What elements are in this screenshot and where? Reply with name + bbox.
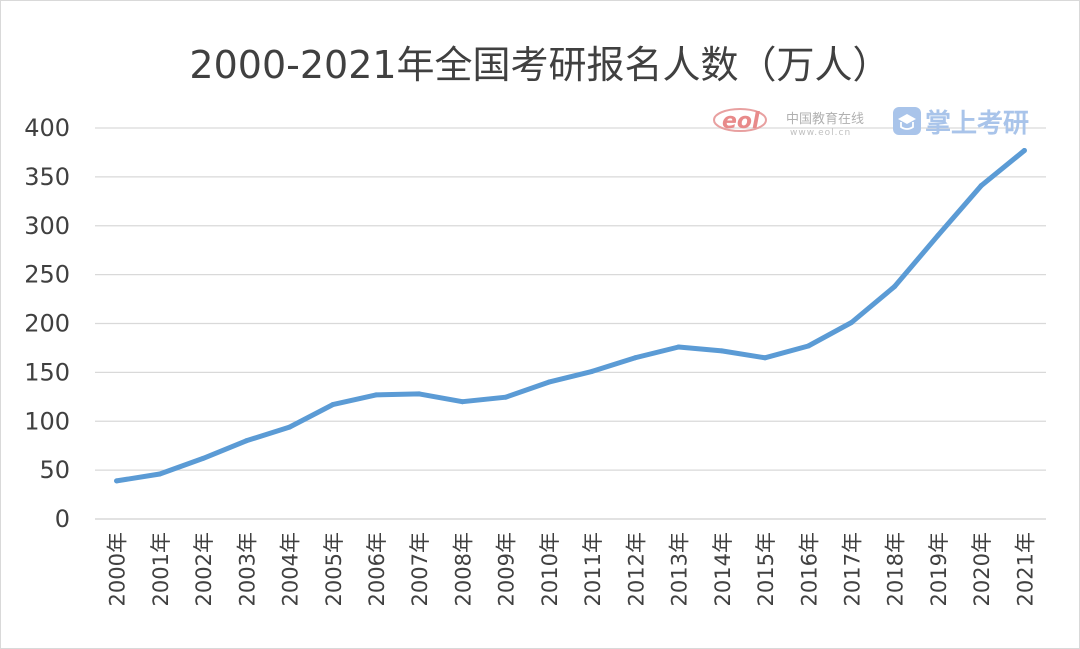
- data-point: [546, 379, 552, 385]
- data-point: [243, 438, 249, 444]
- y-tick-label: 150: [24, 358, 70, 386]
- eol-logo: eol: [713, 108, 767, 134]
- y-tick-label: 400: [24, 114, 70, 142]
- series-line-group: [114, 147, 1027, 484]
- data-point: [1021, 147, 1027, 153]
- x-tick-label: 2020年: [970, 532, 994, 606]
- x-tick-label: 2006年: [365, 532, 389, 606]
- x-tick-label: 2021年: [1013, 532, 1037, 606]
- data-point: [805, 343, 811, 349]
- x-tick-label: 2002年: [192, 532, 216, 606]
- data-point: [892, 283, 898, 289]
- data-point: [978, 183, 984, 189]
- data-point: [762, 355, 768, 361]
- y-tick-label: 100: [24, 407, 70, 435]
- x-tick-label: 2011年: [581, 532, 605, 606]
- data-point: [373, 392, 379, 398]
- x-tick-label: 2010年: [538, 532, 562, 606]
- x-axis-labels: 2000年 2001年 2002年 2003年 2004年 2005年 2006年 2007年…: [106, 532, 1038, 606]
- x-tick-label: 2018年: [884, 532, 908, 606]
- y-tick-label: 350: [24, 163, 70, 191]
- x-tick-label: 2019年: [927, 532, 951, 606]
- site-name: 中国教育在线: [786, 111, 864, 127]
- data-point: [416, 391, 422, 397]
- x-tick-label: 2004年: [279, 532, 303, 606]
- x-tick-label: 2005年: [322, 532, 346, 606]
- x-tick-label: 2014年: [711, 532, 735, 606]
- gridlines: [95, 127, 1046, 520]
- y-tick-label: 250: [24, 261, 70, 289]
- watermark: eol 中国教育在线 www.eol.cn 掌上考研: [713, 107, 1029, 139]
- data-point: [848, 320, 854, 326]
- y-axis-labels: 0 50 100 150 200 250 300 350 400: [24, 114, 70, 533]
- x-tick-label: 2001年: [149, 532, 173, 606]
- data-point: [157, 471, 163, 477]
- x-tick-label: 2015年: [754, 532, 778, 606]
- data-point: [589, 368, 595, 374]
- x-tick-label: 2007年: [408, 532, 432, 606]
- y-tick-label: 0: [55, 505, 70, 533]
- eol-logo-text: eol: [722, 109, 760, 134]
- data-point: [459, 399, 465, 405]
- x-tick-label: 2012年: [624, 532, 648, 606]
- y-tick-label: 300: [24, 212, 70, 240]
- data-point: [330, 402, 336, 408]
- data-point: [676, 344, 682, 350]
- graduation-cap-icon: [893, 107, 921, 135]
- data-point: [719, 348, 725, 354]
- data-point: [632, 355, 638, 361]
- data-point: [935, 233, 941, 239]
- data-point: [287, 424, 293, 430]
- x-tick-label: 2008年: [451, 532, 475, 606]
- series-line: [114, 148, 1027, 484]
- x-tick-label: 2009年: [495, 532, 519, 606]
- y-tick-label: 200: [24, 310, 70, 338]
- x-tick-label: 2003年: [235, 532, 259, 606]
- brand-name: 掌上考研: [925, 109, 1029, 139]
- site-url: www.eol.cn: [790, 128, 851, 138]
- data-point: [200, 455, 206, 461]
- data-point: [503, 394, 509, 400]
- x-tick-label: 2000年: [106, 532, 130, 606]
- x-tick-label: 2016年: [797, 532, 821, 606]
- y-tick-label: 50: [39, 456, 70, 484]
- x-tick-label: 2017年: [840, 532, 864, 606]
- chart-title: 2000-2021年全国考研报名人数（万人）: [189, 43, 891, 87]
- x-tick-label: 2013年: [668, 532, 692, 606]
- data-point: [114, 478, 120, 484]
